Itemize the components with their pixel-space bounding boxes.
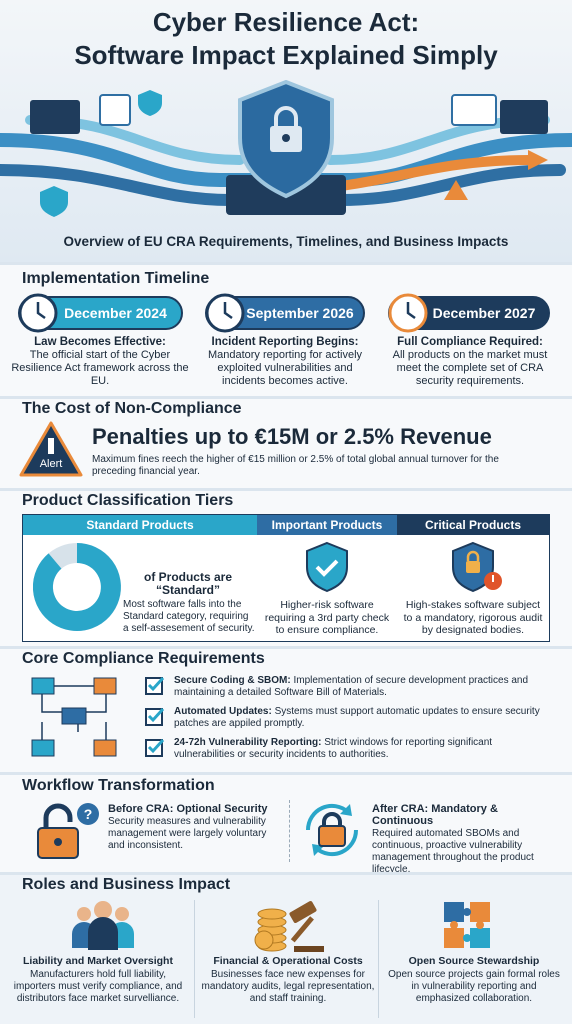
svg-text:?: ?	[84, 806, 93, 822]
tier-column: Important Products Higher-risk software …	[257, 514, 398, 642]
milestone-label: Incident Reporting Begins:	[211, 336, 359, 348]
requirement-text: Systems must support automatic updates t…	[174, 706, 540, 729]
role-text: Manufacturers hold full liability, impor…	[13, 969, 183, 1004]
workflow-before: Before CRA: Optional Security Security me…	[108, 803, 283, 852]
workflow-text: Security measures and vulnerability mana…	[108, 816, 267, 851]
milestone-description: The official start of the Cyber Resilien…	[11, 349, 189, 387]
donut-icon	[32, 543, 121, 631]
role: Financial & Operational Costs Businesses …	[198, 955, 378, 1005]
alert-icon	[19, 421, 83, 477]
alert-label: Alert	[39, 458, 63, 470]
cost-headline: Penalties up to €15M or 2.5% Revenue	[92, 424, 492, 449]
tier-description: High-stakes software subject to a mandat…	[403, 599, 543, 636]
unlocked-icon: ?	[37, 803, 99, 859]
illustration	[0, 80, 572, 217]
tier-name: Standard Products	[23, 515, 257, 535]
milestone-label: Law Becomes Effective:	[34, 336, 166, 348]
milestone: Incident Reporting Begins: Mandatory repo…	[195, 336, 375, 388]
subtitle: Overview of EU CRA Requirements, Timelin…	[63, 234, 509, 249]
people-icon	[72, 901, 134, 950]
clock-icon	[388, 293, 428, 333]
divider	[289, 800, 290, 862]
milestone-description: Mandatory reporting for actively exploit…	[207, 349, 363, 387]
workflow-section	[0, 772, 572, 874]
section-heading: Workflow Transformation	[22, 777, 215, 794]
milestone-label: Full Compliance Required:	[397, 336, 543, 348]
title-line: Cyber Resilience Act:	[152, 7, 420, 37]
section-heading: Implementation Timeline	[22, 270, 210, 287]
role: Liability and Market Oversight Manufactur…	[8, 955, 188, 1005]
money-icon	[254, 901, 324, 952]
requirement: Secure Coding & SBOM: Implementation of …	[174, 675, 554, 699]
role-title: Liability and Market Oversight	[23, 955, 173, 967]
role: Open Source Stewardship Open source proje…	[384, 955, 564, 1005]
section-heading: The Cost of Non-Compliance	[22, 400, 242, 417]
divider	[378, 900, 379, 1018]
title-line: Software Impact Explained Simply	[74, 40, 498, 70]
workflow-text: Required automated SBOMs and continuous,…	[372, 828, 534, 875]
tier-description: Most software falls into the Standard ca…	[123, 599, 255, 634]
cycle-lock-icon	[305, 803, 359, 857]
tier-name: Important Products	[257, 515, 397, 535]
check-icon	[145, 676, 165, 695]
tier-description: Higher-risk software requiring a 3rd par…	[264, 599, 390, 636]
workflow-label: Before CRA: Optional Security	[108, 803, 268, 815]
clock-icon	[18, 293, 58, 333]
requirement-text: Implementation of secure development pra…	[174, 675, 529, 698]
section-heading: Roles and Business Impact	[22, 876, 231, 893]
requirement-label: Secure Coding & SBOM:	[174, 675, 291, 686]
check-icon	[145, 707, 165, 726]
requirement: 24-72h Vulnerability Reporting: Strict w…	[174, 737, 554, 761]
flow-diagram	[31, 677, 117, 757]
cost-section	[0, 396, 572, 490]
role-text: Open source projects gain formal roles i…	[388, 969, 560, 1004]
tier-title: of Products are “Standard”	[143, 570, 233, 597]
puzzle-hands-icon	[444, 902, 490, 948]
milestone: Law Becomes Effective: The official start…	[10, 336, 190, 388]
tier-column: Critical Products High-stakes software s…	[397, 514, 550, 642]
section-heading: Product Classification Tiers	[22, 492, 234, 509]
workflow-after: After CRA: Mandatory & Continuous Require…	[372, 803, 552, 876]
cost-description: Maximum fines reech the higher of €15 mi…	[92, 454, 499, 477]
milestone: Full Compliance Required: All products on…	[380, 336, 560, 388]
role-text: Businesses face new expenses for mandato…	[201, 969, 375, 1004]
shield-icon	[306, 541, 348, 593]
title: Cyber Resilience Act: Software Impact Ex…	[0, 6, 572, 72]
section-heading: Core Compliance Requirements	[22, 650, 265, 667]
tier-name: Critical Products	[397, 515, 549, 535]
divider	[194, 900, 195, 1018]
requirement-text: Strict windows for reporting significant…	[174, 737, 493, 760]
timeline-section	[0, 262, 572, 398]
tier-column: Standard Products of Products are “Stand…	[22, 514, 258, 642]
check-icon	[145, 738, 165, 757]
workflow-label: After CRA: Mandatory & Continuous	[372, 803, 498, 827]
requirement-label: Automated Updates:	[174, 706, 272, 717]
role-title: Open Source Stewardship	[408, 955, 540, 967]
milestone-description: All products on the market must meet the…	[392, 349, 548, 387]
requirement: Automated Updates: Systems must support …	[174, 706, 554, 730]
clock-icon	[205, 293, 245, 333]
requirement-label: 24-72h Vulnerability Reporting:	[174, 737, 322, 748]
critical-icon	[452, 541, 502, 593]
role-title: Financial & Operational Costs	[213, 955, 363, 967]
